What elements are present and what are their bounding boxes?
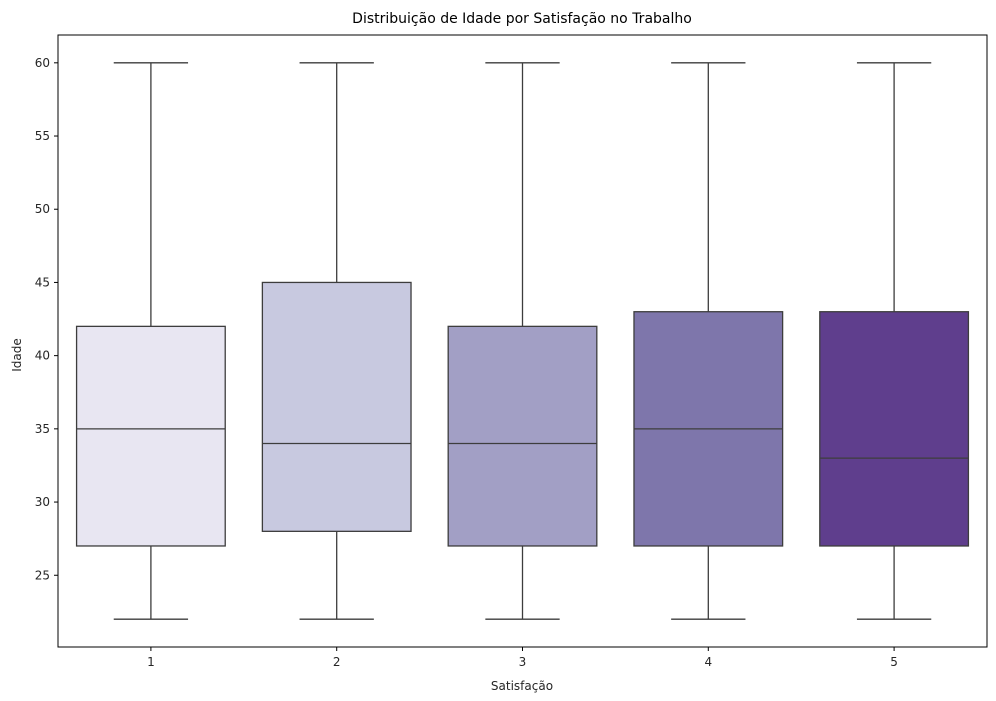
y-tick-label: 45 xyxy=(35,275,50,289)
y-axis-title: Idade xyxy=(10,338,24,372)
box-iqr xyxy=(75,325,226,547)
y-axis: 25 30 35 40 45 50 55 60 xyxy=(35,56,58,582)
x-tick-label: 5 xyxy=(890,655,898,669)
box-iqr xyxy=(261,281,412,532)
box-iqr xyxy=(819,311,970,547)
box-group-5 xyxy=(819,62,970,620)
y-tick-label: 55 xyxy=(35,129,50,143)
box-group-3 xyxy=(447,62,598,620)
plot-area xyxy=(75,62,970,620)
x-axis-title: Satisfação xyxy=(491,679,553,693)
x-tick-label: 2 xyxy=(333,655,341,669)
box-iqr xyxy=(447,325,598,547)
chart-title: Distribuição de Idade por Satisfação no … xyxy=(352,11,692,27)
x-tick-label: 3 xyxy=(519,655,527,669)
y-tick-label: 60 xyxy=(35,56,50,70)
box-group-4 xyxy=(633,62,784,620)
y-tick-label: 30 xyxy=(35,495,50,509)
box-group-1 xyxy=(75,62,226,620)
y-tick-label: 35 xyxy=(35,422,50,436)
x-tick-label: 4 xyxy=(704,655,712,669)
y-tick-label: 40 xyxy=(35,349,50,363)
x-tick-label: 1 xyxy=(147,655,155,669)
box-group-2 xyxy=(261,62,412,620)
x-axis: 1 2 3 4 5 xyxy=(147,647,898,669)
y-tick-label: 25 xyxy=(35,568,50,582)
y-tick-label: 50 xyxy=(35,202,50,216)
